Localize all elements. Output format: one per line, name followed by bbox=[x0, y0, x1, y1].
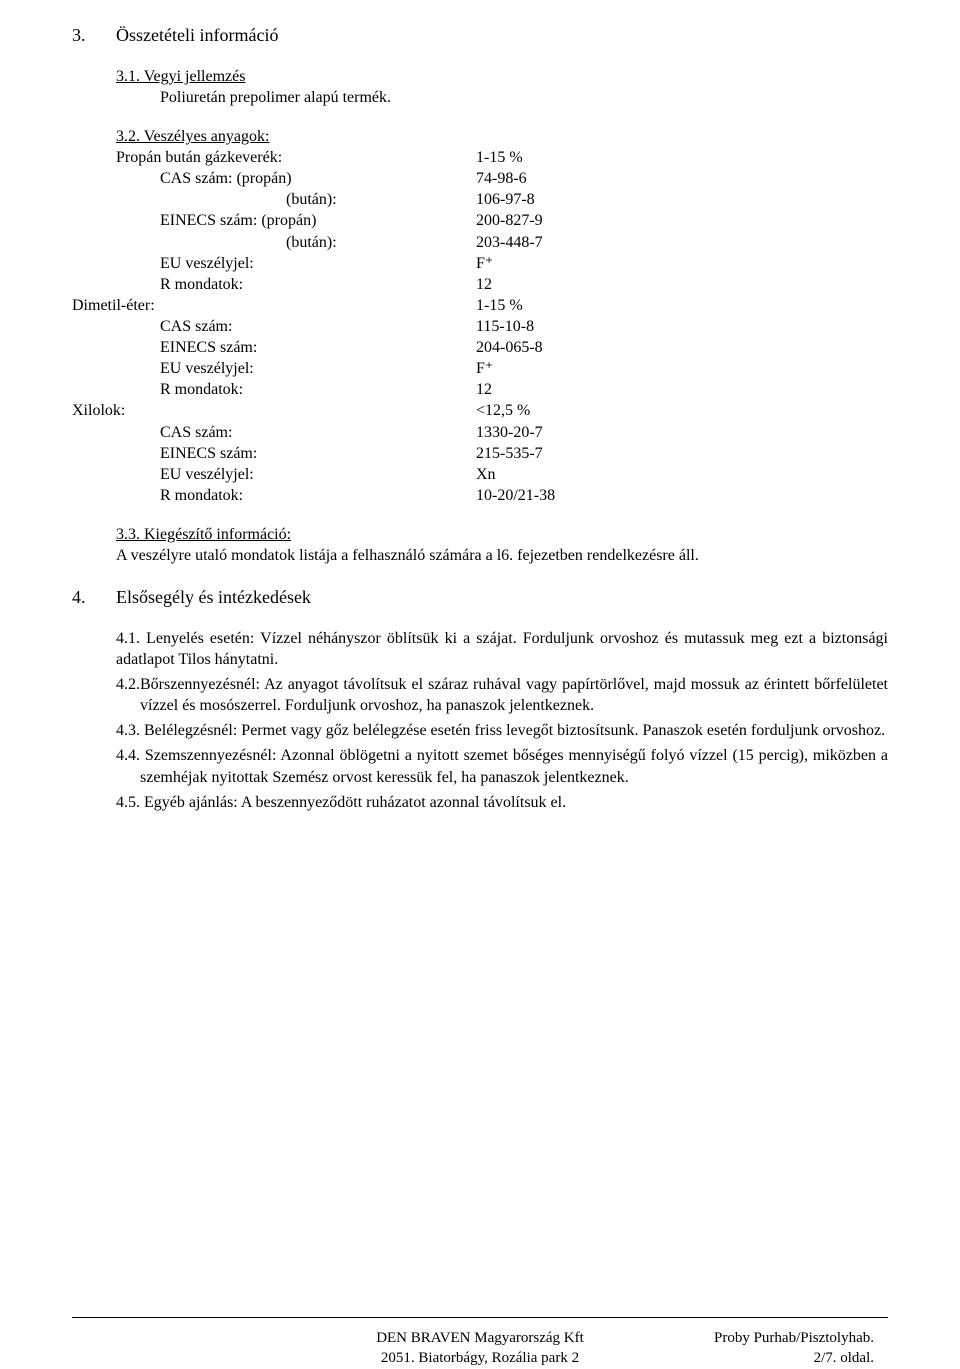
prop-label: EINECS szám: (propán) bbox=[116, 210, 476, 231]
item-4-4: 4.4. Szemszennyezésnél: Azonnal öblögetn… bbox=[116, 745, 888, 787]
prop-label: EU veszélyjel: bbox=[116, 464, 476, 485]
prop-label: R mondatok: bbox=[116, 379, 476, 400]
prop-value: 12 bbox=[476, 379, 492, 400]
section-4-heading: 4. Elsősegély és intézkedések bbox=[72, 586, 888, 610]
footer-company: DEN BRAVEN Magyarország Kft bbox=[0, 1329, 960, 1349]
subsection-3-2: 3.2. Veszélyes anyagok: Propán bután gáz… bbox=[116, 126, 888, 506]
subsection-3-1: 3.1. Vegyi jellemzés Poliuretán prepolim… bbox=[116, 66, 888, 108]
prop-row: R mondatok: 12 bbox=[116, 379, 888, 400]
item-4-2: 4.2.Bőrszennyezésnél: Az anyagot távolít… bbox=[116, 674, 888, 716]
prop-label: (bután): bbox=[116, 189, 476, 210]
prop-value: 10-20/21-38 bbox=[476, 485, 555, 506]
group-label: Xilolok: bbox=[72, 400, 476, 421]
item-4-1: 4.1. Lenyelés esetén: Vízzel néhányszor … bbox=[116, 628, 888, 670]
prop-label: CAS szám: bbox=[116, 422, 476, 443]
section-4-number: 4. bbox=[72, 586, 116, 610]
item-4-3: 4.3. Belélegzésnél: Permet vagy gőz belé… bbox=[116, 720, 888, 741]
prop-row: EINECS szám: (propán) 200-827-9 bbox=[116, 210, 888, 231]
prop-value: 200-827-9 bbox=[476, 210, 543, 231]
prop-value: 74-98-6 bbox=[476, 168, 527, 189]
prop-value: 1330-20-7 bbox=[476, 422, 543, 443]
prop-label: EINECS szám: bbox=[116, 443, 476, 464]
subsection-3-3-body: A veszélyre utaló mondatok listája a fel… bbox=[116, 545, 888, 566]
section-3-heading: 3. Összetételi információ bbox=[72, 24, 888, 48]
prop-value: F⁺ bbox=[476, 253, 493, 274]
prop-row: R mondatok: 12 bbox=[116, 274, 888, 295]
group-label: Propán bután gázkeverék: bbox=[116, 147, 476, 168]
prop-row: EU veszélyjel: F⁺ bbox=[116, 358, 888, 379]
prop-value: 203-448-7 bbox=[476, 232, 543, 253]
section-4-title: Elsősegély és intézkedések bbox=[116, 586, 888, 610]
prop-label: R mondatok: bbox=[116, 274, 476, 295]
section-3-number: 3. bbox=[72, 24, 116, 48]
footer-address: 2051. Biatorbágy, Rozália park 2 bbox=[0, 1349, 960, 1369]
group-value: 1-15 % bbox=[476, 295, 523, 316]
prop-row: (bután): 106-97-8 bbox=[116, 189, 888, 210]
prop-value: 115-10-8 bbox=[476, 316, 534, 337]
prop-label: CAS szám: (propán) bbox=[116, 168, 476, 189]
prop-row: CAS szám: 115-10-8 bbox=[116, 316, 888, 337]
subsection-3-3: 3.3. Kiegészítő információ: A veszélyre … bbox=[116, 524, 888, 566]
prop-value: 215-535-7 bbox=[476, 443, 543, 464]
prop-value: Xn bbox=[476, 464, 496, 485]
group-xilolok-header: Xilolok: <12,5 % bbox=[72, 400, 888, 421]
prop-row: EU veszélyjel: F⁺ bbox=[116, 253, 888, 274]
page-footer: Proby Purhab/Pisztolyhab. 2/7. oldal. DE… bbox=[0, 1317, 960, 1324]
prop-row: CAS szám: (propán) 74-98-6 bbox=[116, 168, 888, 189]
group-dimethyl-ether-header: Dimetil-éter: 1-15 % bbox=[72, 295, 888, 316]
prop-row: EINECS szám: 204-065-8 bbox=[116, 337, 888, 358]
prop-label: EU veszélyjel: bbox=[116, 358, 476, 379]
prop-row: (bután): 203-448-7 bbox=[116, 232, 888, 253]
group-label: Dimetil-éter: bbox=[72, 295, 476, 316]
subsection-3-1-body: Poliuretán prepolimer alapú termék. bbox=[160, 87, 888, 108]
prop-row: R mondatok: 10-20/21-38 bbox=[116, 485, 888, 506]
prop-label: CAS szám: bbox=[116, 316, 476, 337]
prop-row: CAS szám: 1330-20-7 bbox=[116, 422, 888, 443]
group-propane-butane-header: Propán bután gázkeverék: 1-15 % bbox=[116, 147, 888, 168]
prop-value: 12 bbox=[476, 274, 492, 295]
prop-label: EINECS szám: bbox=[116, 337, 476, 358]
prop-value: F⁺ bbox=[476, 358, 493, 379]
footer-center: DEN BRAVEN Magyarország Kft 2051. Biator… bbox=[0, 1329, 960, 1369]
prop-label: EU veszélyjel: bbox=[116, 253, 476, 274]
prop-value: 204-065-8 bbox=[476, 337, 543, 358]
subsection-3-2-title: 3.2. Veszélyes anyagok: bbox=[116, 126, 888, 147]
prop-label: R mondatok: bbox=[116, 485, 476, 506]
subsection-3-1-title: 3.1. Vegyi jellemzés bbox=[116, 66, 888, 87]
prop-value: 106-97-8 bbox=[476, 189, 535, 210]
prop-label: (bután): bbox=[116, 232, 476, 253]
section-3-title: Összetételi információ bbox=[116, 24, 888, 48]
subsection-3-3-title: 3.3. Kiegészítő információ: bbox=[116, 526, 291, 543]
prop-row: EINECS szám: 215-535-7 bbox=[116, 443, 888, 464]
group-value: <12,5 % bbox=[476, 400, 530, 421]
item-4-5: 4.5. Egyéb ajánlás: A beszennyeződött ru… bbox=[116, 792, 888, 813]
footer-divider bbox=[72, 1317, 888, 1318]
group-value: 1-15 % bbox=[476, 147, 523, 168]
prop-row: EU veszélyjel: Xn bbox=[116, 464, 888, 485]
